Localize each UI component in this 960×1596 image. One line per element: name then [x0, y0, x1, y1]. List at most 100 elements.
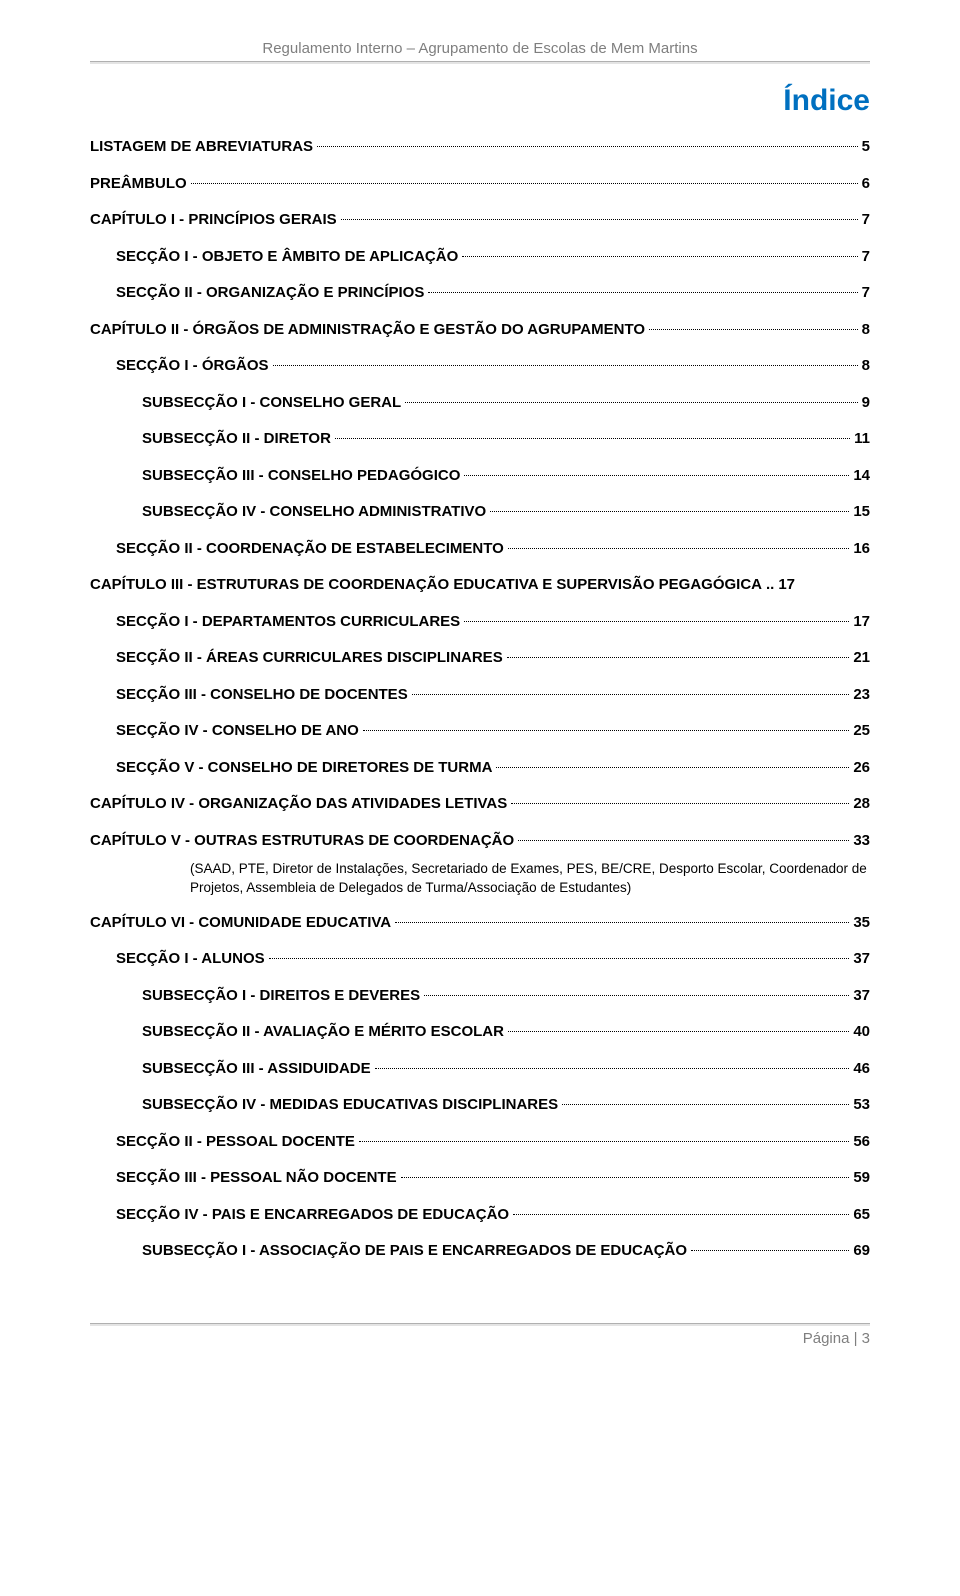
toc-dots: [375, 1068, 850, 1069]
toc-entry-label: SUBSECÇÃO IV - CONSELHO ADMINISTRATIVO: [142, 501, 486, 524]
toc-entry-label: CAPÍTULO III - ESTRUTURAS DE COORDENAÇÃO…: [90, 574, 762, 597]
toc-dots: [405, 402, 857, 403]
toc-entry: SUBSECÇÃO II - AVALIAÇÃO E MÉRITO ESCOLA…: [90, 1021, 870, 1044]
toc-entry-page: 7: [862, 282, 870, 305]
toc-entry-page: 11: [854, 428, 870, 451]
toc-entry-page: 15: [853, 501, 870, 524]
toc-entry-label: SECÇÃO II - ÁREAS CURRICULARES DISCIPLIN…: [116, 647, 503, 670]
toc-entry-page: 16: [853, 538, 870, 561]
toc-dots: [424, 995, 849, 996]
toc-entry-page: 40: [853, 1021, 870, 1044]
table-of-contents: LISTAGEM DE ABREVIATURAS 5 PREÂMBULO 6 CAPÍT…: [90, 136, 870, 1263]
toc-entry-page: 21: [853, 647, 870, 670]
toc-dots: [507, 657, 850, 658]
header-divider: [90, 61, 870, 64]
toc-dots: [462, 256, 857, 257]
toc-entry: PREÂMBULO 6: [90, 173, 870, 196]
toc-entry-label: SUBSECÇÃO IV - MEDIDAS EDUCATIVAS DISCIP…: [142, 1094, 558, 1117]
toc-dots: [490, 511, 849, 512]
toc-entry-page: 5: [862, 136, 870, 159]
toc-entry-page: 69: [853, 1240, 870, 1263]
toc-entry-page: 37: [853, 985, 870, 1008]
toc-entry: SECÇÃO II - PESSOAL DOCENTE 56: [90, 1131, 870, 1154]
toc-entry: CAPÍTULO IV - ORGANIZAÇÃO DAS ATIVIDADES…: [90, 793, 870, 816]
toc-entry-label: SECÇÃO I - OBJETO E ÂMBITO DE APLICAÇÃO: [116, 246, 458, 269]
toc-dots: [269, 958, 850, 959]
toc-dots: [508, 1031, 849, 1032]
toc-dots: [317, 146, 858, 147]
toc-entry-label: CAPÍTULO V - OUTRAS ESTRUTURAS DE COORDE…: [90, 830, 514, 853]
page-footer: Página | 3: [90, 1330, 870, 1347]
toc-entry-page: 26: [853, 757, 870, 780]
toc-entry: CAPÍTULO II - ÓRGÃOS DE ADMINISTRAÇÃO E …: [90, 319, 870, 342]
toc-entry-label: SUBSECÇÃO I - ASSOCIAÇÃO DE PAIS E ENCAR…: [142, 1240, 687, 1263]
toc-entry: SECÇÃO IV - PAIS E ENCARREGADOS DE EDUCA…: [90, 1204, 870, 1227]
toc-entry-label: SUBSECÇÃO III - CONSELHO PEDAGÓGICO: [142, 465, 460, 488]
toc-dots: [691, 1250, 849, 1251]
toc-dots: [513, 1214, 849, 1215]
toc-entry-page: 8: [862, 319, 870, 342]
toc-entry: SUBSECÇÃO I - DIREITOS E DEVERES 37: [90, 985, 870, 1008]
toc-entry: LISTAGEM DE ABREVIATURAS 5: [90, 136, 870, 159]
toc-dots: [511, 803, 849, 804]
toc-entry: SUBSECÇÃO I - CONSELHO GERAL 9: [90, 392, 870, 415]
toc-entry-page: 7: [862, 209, 870, 232]
toc-dots: [518, 840, 849, 841]
toc-entry: SECÇÃO V - CONSELHO DE DIRETORES DE TURM…: [90, 757, 870, 780]
toc-entry-page: 53: [853, 1094, 870, 1117]
toc-entry: SECÇÃO I - OBJETO E ÂMBITO DE APLICAÇÃO 7: [90, 246, 870, 269]
toc-entry: SUBSECÇÃO IV - CONSELHO ADMINISTRATIVO 15: [90, 501, 870, 524]
toc-dots: [273, 365, 858, 366]
toc-entry: CAPÍTULO V - OUTRAS ESTRUTURAS DE COORDE…: [90, 830, 870, 853]
toc-entry-separator: ..: [766, 574, 774, 597]
toc-entry-label: CAPÍTULO II - ÓRGÃOS DE ADMINISTRAÇÃO E …: [90, 319, 645, 342]
toc-entry-label: LISTAGEM DE ABREVIATURAS: [90, 136, 313, 159]
toc-entry-page: 17: [778, 574, 795, 597]
toc-entry: SECÇÃO II - ORGANIZAÇÃO E PRINCÍPIOS 7: [90, 282, 870, 305]
toc-entry-label: PREÂMBULO: [90, 173, 187, 196]
toc-entry-page: 25: [853, 720, 870, 743]
toc-entry: SUBSECÇÃO II - DIRETOR11: [90, 428, 870, 451]
toc-dots: [508, 548, 850, 549]
toc-dots: [359, 1141, 849, 1142]
toc-entry-page: 46: [853, 1058, 870, 1081]
toc-entry-label: SUBSECÇÃO I - CONSELHO GERAL: [142, 392, 401, 415]
toc-entry-page: 14: [853, 465, 870, 488]
toc-entry-label: SECÇÃO II - ORGANIZAÇÃO E PRINCÍPIOS: [116, 282, 424, 305]
toc-entry: CAPÍTULO VI - COMUNIDADE EDUCATIVA35: [90, 912, 870, 935]
toc-note: (SAAD, PTE, Diretor de Instalações, Secr…: [90, 858, 870, 906]
toc-dots: [562, 1104, 849, 1105]
toc-entry: CAPÍTULO III - ESTRUTURAS DE COORDENAÇÃO…: [90, 574, 870, 597]
toc-entry-page: 23: [853, 684, 870, 707]
toc-entry: SUBSECÇÃO III - CONSELHO PEDAGÓGICO 14: [90, 465, 870, 488]
toc-entry-page: 9: [862, 392, 870, 415]
toc-entry-page: 37: [853, 948, 870, 971]
toc-dots: [363, 730, 850, 731]
toc-entry-label: SECÇÃO II - COORDENAÇÃO DE ESTABELECIMEN…: [116, 538, 504, 561]
toc-entry-page: 56: [853, 1131, 870, 1154]
toc-entry-label: SECÇÃO II - PESSOAL DOCENTE: [116, 1131, 355, 1154]
toc-entry-label: SECÇÃO I - ALUNOS: [116, 948, 265, 971]
toc-entry-page: 7: [862, 246, 870, 269]
toc-entry-label: SECÇÃO IV - CONSELHO DE ANO: [116, 720, 359, 743]
toc-dots: [464, 475, 849, 476]
footer-divider: [90, 1323, 870, 1326]
toc-entry-label: SECÇÃO V - CONSELHO DE DIRETORES DE TURM…: [116, 757, 492, 780]
toc-entry: SECÇÃO II - ÁREAS CURRICULARES DISCIPLIN…: [90, 647, 870, 670]
toc-entry-label: CAPÍTULO IV - ORGANIZAÇÃO DAS ATIVIDADES…: [90, 793, 507, 816]
toc-dots: [496, 767, 849, 768]
toc-dots: [335, 438, 850, 439]
toc-entry-page: 33: [853, 830, 870, 853]
page-title: Índice: [90, 84, 870, 118]
toc-entry: SECÇÃO I - DEPARTAMENTOS CURRICULARES17: [90, 611, 870, 634]
toc-dots: [428, 292, 857, 293]
toc-dots: [191, 183, 858, 184]
toc-dots: [395, 922, 849, 923]
toc-entry: SUBSECÇÃO III - ASSIDUIDADE46: [90, 1058, 870, 1081]
toc-entry-page: 6: [862, 173, 870, 196]
toc-entry-page: 59: [853, 1167, 870, 1190]
toc-entry-label: CAPÍTULO I - PRINCÍPIOS GERAIS: [90, 209, 337, 232]
toc-entry-label: SUBSECÇÃO II - AVALIAÇÃO E MÉRITO ESCOLA…: [142, 1021, 504, 1044]
page-header: Regulamento Interno – Agrupamento de Esc…: [90, 40, 870, 57]
toc-entry-label: SUBSECÇÃO I - DIREITOS E DEVERES: [142, 985, 420, 1008]
